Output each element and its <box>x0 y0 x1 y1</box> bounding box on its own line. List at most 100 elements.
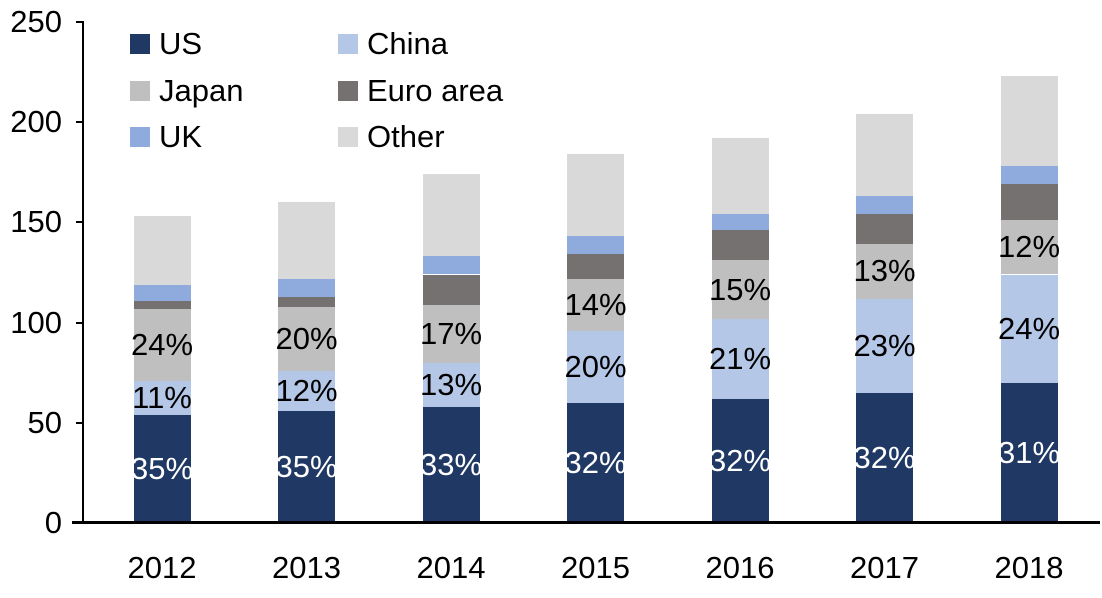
bar-segment-other-2018 <box>1000 76 1058 167</box>
segment-label-us-2018: 31% <box>997 434 1061 470</box>
bar-segment-us-2018 <box>1000 382 1058 523</box>
y-axis-line <box>82 22 84 523</box>
bar-segment-uk-2014 <box>422 256 480 275</box>
bar-segment-us-2014 <box>422 406 480 523</box>
y-tick-mark <box>76 421 84 424</box>
bar-segment-other-2014 <box>422 174 480 257</box>
segment-label-japan-2012: 24% <box>130 326 194 362</box>
bar-segment-us-2016 <box>711 398 769 523</box>
y-tick-mark <box>76 321 84 324</box>
x-tick-label-2014: 2014 <box>416 550 486 585</box>
x-tick-label-2013: 2013 <box>272 550 341 585</box>
bar-segment-china-2017 <box>856 298 913 393</box>
segment-label-japan-2013: 20% <box>275 320 338 356</box>
bar-segment-euro-area-2017 <box>856 214 913 245</box>
bar-segment-other-2015 <box>567 154 624 237</box>
segment-label-japan-2014: 17% <box>419 315 483 351</box>
bar-segment-uk-2013 <box>278 278 335 297</box>
segment-label-us-2014: 33% <box>419 446 483 482</box>
legend-item-japan: Japan <box>130 73 243 109</box>
bar-segment-other-2012 <box>133 216 191 285</box>
bar-segment-euro-area-2016 <box>711 230 769 261</box>
segment-label-us-2016: 32% <box>708 442 772 478</box>
x-tick-label-2017: 2017 <box>850 550 919 585</box>
bar-segment-euro-area-2013 <box>278 296 335 307</box>
legend-label: Euro area <box>367 73 504 108</box>
legend-label: UK <box>159 119 203 154</box>
bar-segment-china-2014 <box>422 362 480 407</box>
legend-item-us: US <box>130 26 202 62</box>
legend-label: US <box>159 26 203 61</box>
legend-swatch-icon <box>338 127 358 147</box>
bar-segment-china-2015 <box>567 330 624 403</box>
bar-segment-japan-2016 <box>711 260 769 319</box>
bar-segment-china-2018 <box>1000 274 1058 383</box>
legend-item-uk: UK <box>130 119 202 155</box>
segment-label-japan-2017: 13% <box>853 253 916 289</box>
legend-swatch-icon <box>130 81 150 101</box>
segment-label-china-2013: 12% <box>275 372 338 408</box>
segment-label-us-2012: 35% <box>130 450 194 486</box>
bar-segment-euro-area-2018 <box>1000 184 1058 221</box>
bar-segment-uk-2012 <box>133 284 191 301</box>
segment-label-japan-2016: 15% <box>708 271 772 307</box>
bar-segment-other-2013 <box>278 202 335 279</box>
segment-label-china-2018: 24% <box>997 310 1061 346</box>
bar-segment-japan-2017 <box>856 244 913 299</box>
bar-segment-us-2012 <box>133 414 191 523</box>
bar-segment-uk-2017 <box>856 196 913 215</box>
y-tick-label: 0 <box>44 505 62 540</box>
x-tick-label-2016: 2016 <box>705 550 775 585</box>
bar-segment-china-2013 <box>278 370 335 411</box>
bar-segment-euro-area-2012 <box>133 300 191 309</box>
legend-item-china: China <box>338 26 448 62</box>
legend-label: Other <box>367 119 445 154</box>
segment-label-us-2015: 32% <box>564 444 627 480</box>
legend-swatch-icon <box>130 127 150 147</box>
bar-segment-uk-2015 <box>567 236 624 255</box>
segment-label-china-2014: 13% <box>419 366 483 402</box>
bar-segment-japan-2018 <box>1000 220 1058 275</box>
legend-swatch-icon <box>338 34 358 54</box>
legend-item-euro-area: Euro area <box>338 73 503 109</box>
bar-segment-japan-2014 <box>422 304 480 363</box>
segment-label-china-2015: 20% <box>564 348 627 384</box>
bar-segment-us-2017 <box>856 392 913 523</box>
segment-label-japan-2018: 12% <box>997 229 1061 265</box>
bar-segment-us-2015 <box>567 402 624 523</box>
bar-segment-euro-area-2015 <box>567 254 624 279</box>
legend-label: Japan <box>159 73 244 108</box>
segment-label-china-2012: 11% <box>132 379 192 415</box>
legend-swatch-icon <box>338 81 358 101</box>
legend-item-other: Other <box>338 119 445 155</box>
bar-segment-japan-2012 <box>133 308 191 381</box>
y-tick-label: 100 <box>10 304 62 340</box>
bar-segment-euro-area-2014 <box>422 274 480 305</box>
bar-segment-other-2017 <box>856 114 913 197</box>
x-axis-line <box>72 521 1100 524</box>
segment-label-china-2016: 21% <box>708 340 772 376</box>
bar-segment-japan-2013 <box>278 306 335 371</box>
segment-label-us-2017: 32% <box>853 439 916 475</box>
y-tick-mark <box>76 121 84 124</box>
segment-label-china-2017: 23% <box>853 327 916 363</box>
bar-segment-uk-2016 <box>711 214 769 231</box>
bar-segment-other-2016 <box>711 138 769 215</box>
y-tick-mark <box>76 221 84 224</box>
bar-segment-china-2012 <box>133 380 191 415</box>
bar-segment-china-2016 <box>711 318 769 399</box>
legend-swatch-icon <box>130 34 150 54</box>
y-tick-mark <box>76 21 84 23</box>
x-tick-label-2012: 2012 <box>127 550 197 585</box>
bar-segment-us-2013 <box>278 410 335 523</box>
bar-segment-uk-2018 <box>1000 166 1058 185</box>
y-tick-label: 250 <box>10 4 62 39</box>
legend-label: China <box>367 26 448 61</box>
y-tick-label: 150 <box>10 204 62 240</box>
y-tick-label: 200 <box>10 104 62 140</box>
y-tick-label: 50 <box>27 404 62 440</box>
bar-segment-japan-2015 <box>567 278 624 331</box>
x-tick-label-2015: 2015 <box>561 550 630 585</box>
x-tick-label-2018: 2018 <box>994 550 1064 585</box>
